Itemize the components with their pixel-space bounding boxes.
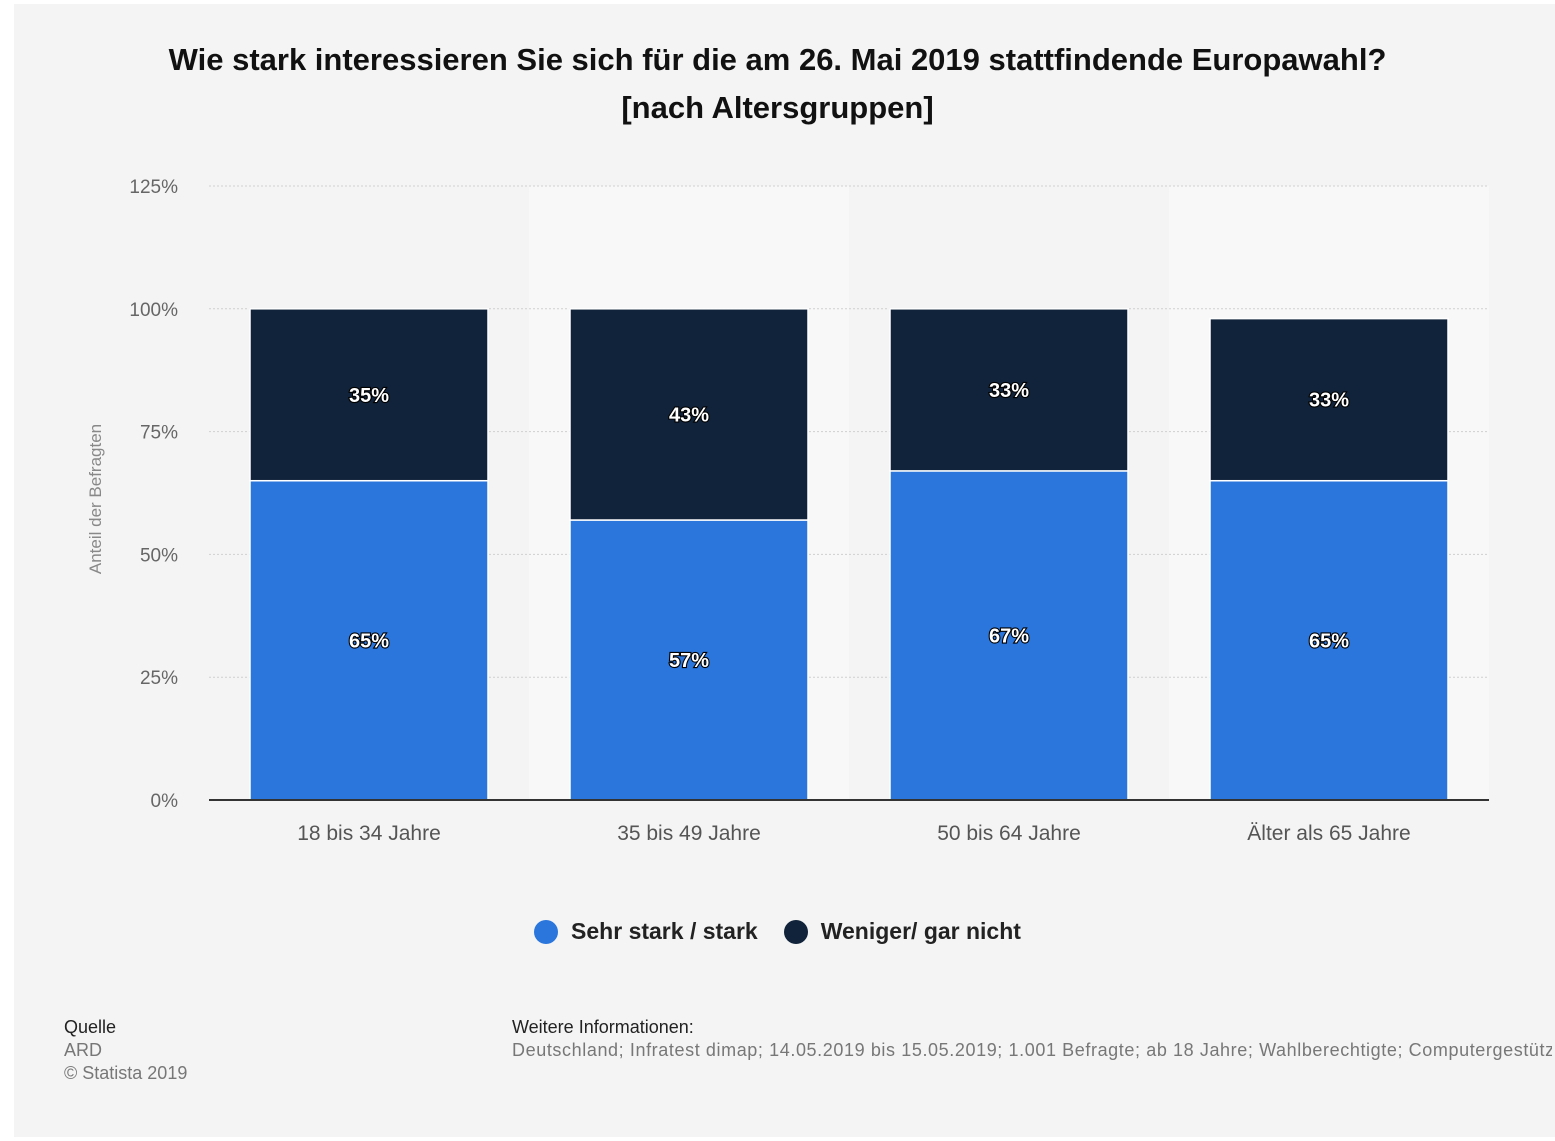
- data-label: 33%: [989, 380, 1029, 402]
- copyright: © Statista 2019: [64, 1063, 188, 1083]
- data-labels: 65% 35% 57% 43% 67% 33% 65% 33%: [348, 379, 1350, 673]
- source-name[interactable]: ARD: [64, 1040, 103, 1060]
- x-tick-labels: 18 bis 34 Jahre 35 bis 49 Jahre 50 bis 64 …: [297, 822, 1411, 845]
- legend-item-strong[interactable]: Sehr stark / stark: [534, 918, 758, 945]
- x-tick-label: 18 bis 34 Jahre: [297, 822, 441, 845]
- bar-segment: [1209, 317, 1449, 482]
- source-block: Quelle ARD © Statista 2019: [64, 1016, 187, 1085]
- data-label: 57%: [669, 650, 709, 672]
- x-tick-label: Älter als 65 Jahre: [1247, 822, 1410, 845]
- y-tick-label: 25%: [140, 668, 178, 689]
- data-label: 43%: [669, 404, 709, 426]
- bar-segment: [569, 308, 809, 521]
- data-label: 67%: [989, 625, 1029, 647]
- bar-segment: [569, 519, 809, 801]
- bar-segment: [889, 470, 1129, 801]
- y-tick-label: 0%: [151, 791, 179, 812]
- y-tick-label: 75%: [140, 423, 178, 444]
- y-tick-labels: 0% 25% 50% 75% 100% 125%: [129, 177, 178, 812]
- bar-segment: [1209, 479, 1449, 801]
- data-label: 33%: [1309, 390, 1349, 412]
- y-tick-label: 50%: [140, 545, 178, 566]
- legend-label-strong: Sehr stark / stark: [571, 918, 758, 944]
- legend-marker-weak: [783, 919, 808, 944]
- data-label: 65%: [349, 630, 389, 652]
- chart-subtitle: [nach Altersgruppen]: [621, 90, 934, 125]
- info-text: Deutschland; Infratest dimap; 14.05.2019…: [512, 1040, 1552, 1060]
- stacked-bar-chart: 0% 25% 50% 75% 100% 125% Anteil der Befragten…: [86, 177, 1489, 845]
- legend: Sehr stark / stark Weniger/ gar nicht: [0, 918, 1555, 945]
- legend-label-weak: Weniger/ gar nicht: [820, 918, 1021, 944]
- chart-title: Wie stark interessieren Sie sich für die…: [168, 42, 1387, 77]
- x-tick-label: 35 bis 49 Jahre: [617, 822, 761, 845]
- bar-segment: [249, 308, 489, 482]
- data-label: 65%: [1309, 630, 1349, 652]
- y-tick-label: 100%: [129, 300, 178, 321]
- bar-segment: [249, 479, 489, 801]
- y-axis-label: Anteil der Befragten: [86, 424, 105, 574]
- x-tick-label: 50 bis 64 Jahre: [937, 822, 1081, 845]
- legend-item-weak[interactable]: Weniger/ gar nicht: [783, 918, 1021, 945]
- bar-segment: [889, 308, 1129, 472]
- info-heading: Weitere Informationen:: [512, 1017, 694, 1037]
- source-heading: Quelle: [64, 1017, 117, 1037]
- y-tick-label: 125%: [129, 177, 178, 198]
- info-block: Weitere Informationen: Deutschland; Infr…: [512, 1016, 1552, 1062]
- chart-title-block: Wie stark interessieren Sie sich für die…: [0, 36, 1555, 132]
- legend-marker-strong: [534, 919, 559, 944]
- bars: [249, 308, 1449, 801]
- data-label: 35%: [349, 385, 389, 407]
